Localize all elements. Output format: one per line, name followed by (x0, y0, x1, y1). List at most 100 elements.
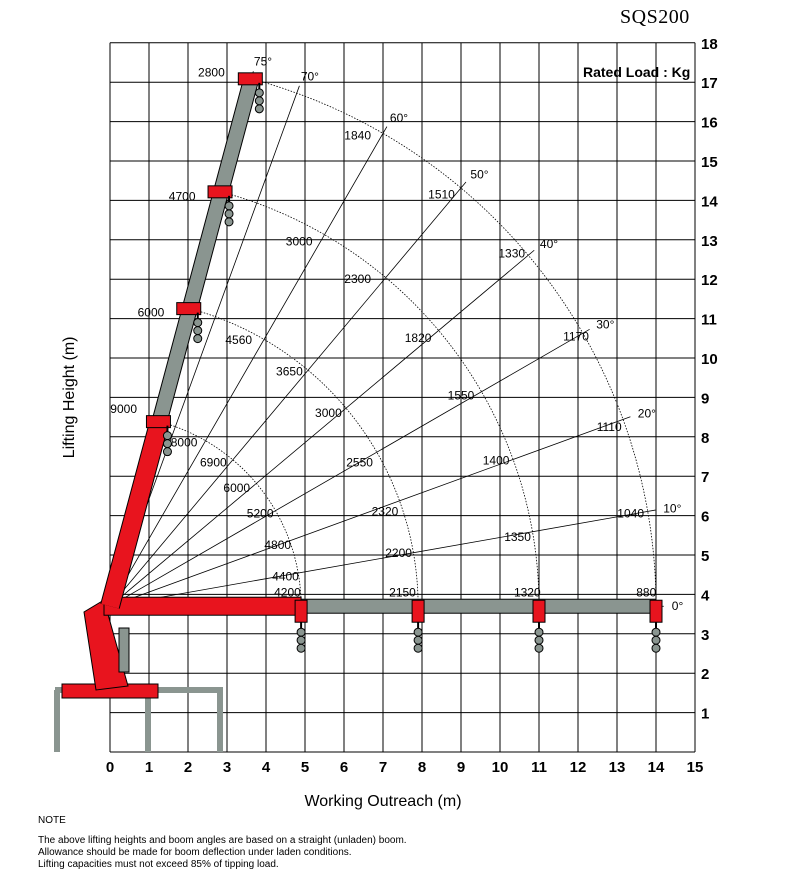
capacity-label: 6900 (200, 455, 227, 469)
capacity-label: 2550 (346, 455, 373, 469)
x-tick-label: 3 (223, 759, 231, 776)
y-tick-label: 14 (701, 193, 718, 210)
capacity-label: 2150 (389, 585, 416, 599)
raised-boom-tip (207, 185, 233, 199)
angle-ray (109, 249, 535, 607)
y-tick-label: 11 (701, 312, 717, 329)
hook-block (224, 209, 234, 219)
hook-block (162, 447, 172, 457)
x-tick-label: 14 (648, 759, 665, 776)
hook-block (651, 635, 661, 645)
capacity-label: 2800 (198, 65, 225, 79)
boom-tip (532, 599, 546, 623)
hook-block (162, 439, 172, 449)
capacity-label: 1350 (504, 530, 531, 544)
angle-label: 20° (638, 406, 656, 420)
hook-block (224, 217, 234, 227)
hook-block (296, 643, 306, 653)
model-title: SQS200 (620, 6, 690, 28)
capacity-label: 1110 (597, 420, 622, 434)
outrigger-frame (55, 687, 223, 752)
hook-block (296, 635, 306, 645)
raised-boom-section (152, 306, 197, 424)
hook-block (193, 318, 203, 328)
capacity-label: 2300 (344, 272, 371, 286)
y-tick-label: 3 (701, 627, 709, 644)
x-tick-label: 12 (570, 759, 587, 776)
x-tick-label: 15 (687, 759, 704, 776)
angle-label: 30° (596, 317, 614, 331)
x-tick-label: 2 (184, 759, 192, 776)
capacity-arc-3 (220, 191, 540, 607)
y-tick-label: 18 (701, 36, 718, 53)
hook-block (534, 643, 544, 653)
boom-tip (294, 599, 308, 623)
capacity-arc-2 (189, 308, 419, 607)
capacity-label: 3000 (315, 406, 342, 420)
hook-block (162, 431, 172, 441)
y-tick-label: 2 (701, 666, 709, 683)
capacity-label: 4560 (225, 333, 252, 347)
note-line-3: Lifting capacities must not exceed 85% o… (38, 859, 279, 870)
luff-cylinder (118, 627, 130, 673)
x-axis-label: Working Outreach (m) (304, 793, 461, 810)
angle-label: 70° (301, 69, 319, 83)
angle-label: 75° (254, 55, 272, 69)
capacity-label: 3650 (276, 365, 303, 379)
note-heading: NOTE (38, 815, 66, 826)
boom-tip (411, 599, 425, 623)
x-tick-label: 10 (492, 759, 509, 776)
capacity-label: 8000 (171, 436, 198, 450)
rated-load-label: Rated Load : Kg (583, 64, 690, 80)
x-tick-label: 9 (457, 759, 465, 776)
capacity-label: 1550 (448, 388, 475, 402)
hook-block (651, 627, 661, 637)
y-tick-label: 8 (701, 430, 709, 447)
angle-label: 0° (672, 599, 684, 613)
capacity-label: 1040 (617, 507, 644, 521)
x-tick-label: 7 (379, 759, 387, 776)
capacity-label: 1170 (563, 329, 589, 343)
grid (109, 42, 696, 753)
x-tick-label: 11 (531, 759, 547, 776)
y-tick-label: 1 (701, 706, 709, 723)
capacity-label: 2320 (372, 505, 399, 519)
hook-block (254, 104, 264, 114)
capacity-label: 1820 (405, 331, 432, 345)
capacity-arc-4 (251, 78, 657, 607)
x-tick-label: 4 (262, 759, 271, 776)
capacity-arc-1 (159, 421, 302, 607)
y-tick-label: 9 (701, 390, 709, 407)
x-tick-label: 8 (418, 759, 426, 776)
y-tick-label: 10 (701, 351, 718, 368)
capacity-label: 4800 (264, 538, 291, 552)
hook-block (296, 627, 306, 637)
y-tick-label: 7 (701, 469, 709, 486)
capacity-label: 880 (636, 585, 656, 599)
capacity-label: 6000 (138, 306, 165, 320)
capacity-label: 9000 (110, 402, 137, 416)
y-tick-label: 16 (701, 115, 718, 132)
capacity-label: 5200 (247, 507, 274, 521)
angle-ray (109, 181, 467, 607)
angle-label: 40° (540, 237, 558, 251)
raised-boom-section (214, 77, 259, 194)
raised-boom-section (182, 190, 228, 311)
hook-block (193, 326, 203, 336)
y-tick-label: 6 (701, 509, 709, 526)
hook-block (254, 88, 264, 98)
x-tick-label: 1 (145, 759, 153, 776)
capacity-label: 4400 (272, 570, 299, 584)
capacity-label: 1400 (483, 453, 510, 467)
capacity-label: 1330 (498, 247, 525, 261)
capacity-label: 1840 (344, 128, 371, 142)
boom-extension (300, 598, 657, 614)
y-tick-label: 17 (701, 75, 718, 92)
y-tick-label: 13 (701, 233, 718, 250)
y-tick-label: 5 (701, 548, 709, 565)
capacity-label: 4700 (169, 189, 196, 203)
hook-block (651, 643, 661, 653)
hook-block (534, 627, 544, 637)
boom-tip (649, 599, 663, 623)
boom-base-section (103, 596, 302, 616)
